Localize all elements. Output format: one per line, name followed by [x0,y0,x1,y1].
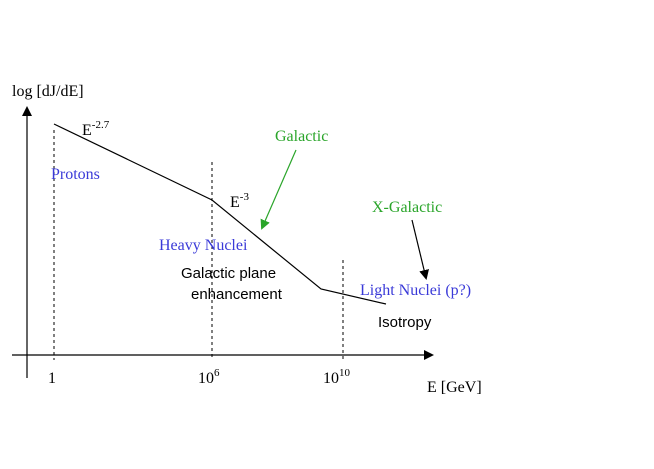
heavy-nuclei-label: Heavy Nuclei [159,237,248,254]
galactic-plane-label-line1: Galactic plane [181,265,276,282]
tick-label-1e10: 1010 [323,367,351,387]
tick-label-1: 1 [48,370,56,387]
x-galactic-arrow [411,219,429,280]
x-galactic-label: X-Galactic [372,199,442,216]
isotropy-label: Isotropy [378,314,432,331]
slope-label-e-2-7: E-2.7 [82,119,110,139]
protons-label: Protons [51,166,100,183]
slope-label-e-3: E-3 [230,191,249,211]
spectrum-line [53,123,387,305]
galactic-plane-label-line2: enhancement [191,286,283,303]
x-axis-label: E [GeV] [427,379,482,396]
y-axis-label: log [dJ/dE] [12,83,84,100]
tick-label-1e6: 106 [198,367,220,387]
galactic-arrow [260,149,297,230]
galactic-label: Galactic [275,128,328,145]
light-nuclei-label: Light Nuclei (p?) [360,282,471,299]
